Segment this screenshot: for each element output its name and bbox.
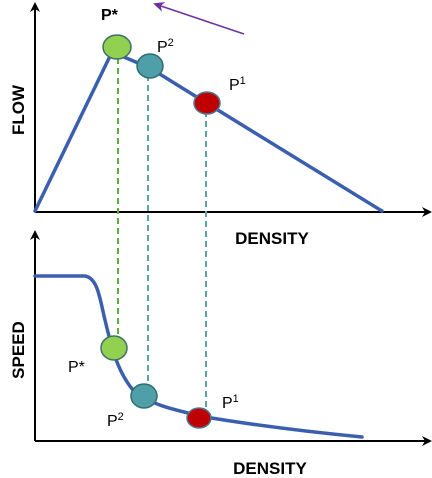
flow-axis-title: FLOW	[9, 84, 28, 135]
trend-arrow	[153, 2, 245, 35]
speed-points: P* P2 P1	[68, 335, 239, 430]
flow-points: P* P2 P1	[101, 7, 246, 115]
p1-point-bottom	[186, 407, 212, 429]
p-star-label-top: P*	[101, 7, 119, 24]
guide-lines	[117, 58, 207, 414]
p1-label-bottom: P1	[222, 393, 239, 412]
p1-label-top: P1	[229, 75, 246, 94]
speed-density-panel: SPEED DENSITY	[9, 230, 432, 478]
speed-density-axis-title: DENSITY	[233, 459, 307, 478]
flow-density-axis-title: DENSITY	[235, 229, 309, 248]
p1-point-top	[193, 91, 221, 115]
p-star-point-top	[102, 34, 132, 60]
p2-label-bottom: P2	[107, 411, 124, 430]
p-star-point-bottom	[100, 335, 128, 361]
flow-density-panel: FLOW DENSITY	[9, 2, 432, 248]
p-star-label-bottom: P*	[68, 359, 85, 376]
p2-label-top: P2	[157, 37, 174, 56]
flow-density-curve	[33, 50, 384, 213]
p2-point-top	[136, 53, 164, 79]
speed-axis-title: SPEED	[9, 321, 28, 379]
p2-point-bottom	[130, 383, 158, 409]
